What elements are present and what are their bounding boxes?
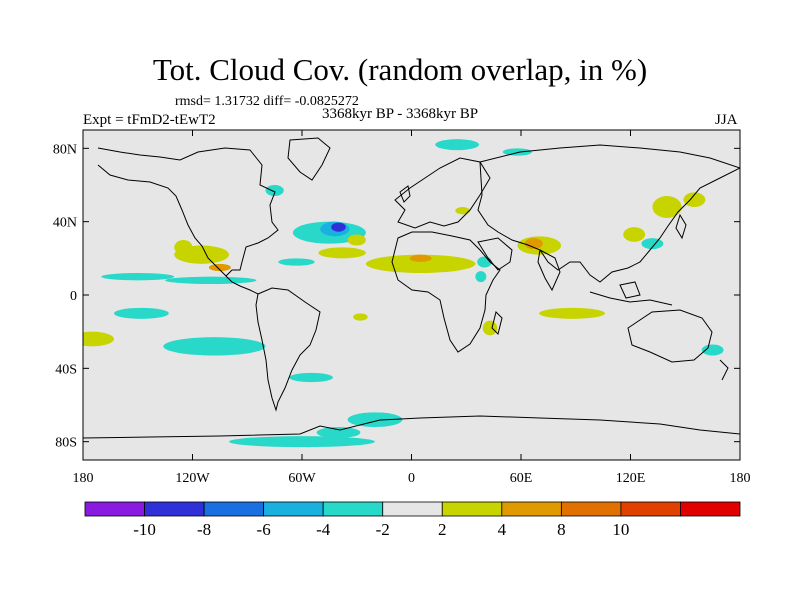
coastline-arabia [477,237,513,271]
colorbar-label: -10 [133,520,156,539]
x-tick-label: 180 [73,471,94,486]
coastline-japan [675,213,687,240]
colorbar-label: -8 [197,520,211,539]
anomaly-region [365,254,476,273]
colorbar-swatch [620,501,681,517]
x-tick-label: 60E [510,471,533,486]
x-tick-label: 120W [175,471,210,486]
anomaly-region [101,273,175,281]
anomaly-region [163,337,266,356]
season-label: JJA [715,112,738,128]
colorbar-swatch [560,501,622,517]
anomaly-region [683,192,706,208]
coastline-borneo [619,281,641,299]
experiment-label: Expt = tFmD2-tEwT2 [83,112,216,128]
coastline-greenland [287,137,331,181]
y-tick-label: 40S [55,362,77,377]
coastline-new-zealand [719,359,729,381]
anomaly-region [475,271,487,283]
anomaly-layer [83,139,724,448]
colorbar-swatch [84,501,145,517]
colorbar-swatch [263,501,324,517]
latitude-axis: 80N 40N 0 40S 80S [53,142,740,451]
colorbar-label: 2 [438,520,447,539]
coastline-indonesia [589,291,673,306]
anomaly-region [331,222,346,232]
anomaly-region [409,254,432,262]
anomaly-region [318,247,366,259]
colorbar-label: -2 [376,520,390,539]
coastline-africa [391,231,501,353]
coastline-north-america [97,147,279,277]
anomaly-region [652,196,682,218]
anomaly-region [165,276,257,285]
colorbar-label: -6 [257,520,271,539]
anomaly-region [83,331,115,347]
colorbar-swatch [680,501,741,517]
x-tick-label: 0 [408,471,415,486]
anomaly-region [455,207,470,215]
x-tick-label: 120E [616,471,646,486]
colorbar-swatch [441,501,503,517]
map-title: Tot. Cloud Cov. (random overlap, in %) [152,52,648,87]
coastline-layer [83,137,740,439]
coastline-europe [394,157,491,229]
colorbar-label: 10 [612,520,629,539]
colorbar-swatch [501,501,562,517]
colorbar-swatch [144,501,205,517]
anomaly-region [289,372,334,383]
y-tick-label: 80N [53,142,77,157]
y-tick-label: 80S [55,436,77,451]
coastline-south-america [255,287,321,412]
colorbar-swatch [322,501,384,517]
longitude-axis: 180 120W 60W 0 60E 120E 180 [73,130,751,486]
colorbar-swatch [203,501,265,517]
anomaly-region [316,427,361,438]
coastline-central-america [225,275,259,295]
coastline-australia [627,309,713,363]
anomaly-region [347,234,366,246]
y-tick-label: 40N [53,216,77,231]
anomaly-region [265,185,284,196]
anomaly-region [229,436,375,448]
anomaly-region [278,258,315,266]
anomaly-region [539,307,605,319]
anomaly-region [114,307,169,319]
anomaly-region [347,412,403,427]
period-label: 3368kyr BP - 3368kyr BP [322,106,479,122]
anomaly-region [701,344,724,356]
anomaly-region [623,227,646,242]
colorbar-swatch [382,501,443,517]
rmsd-diff-stats: rmsd= 1.31732 diff= -0.0825272 [175,94,359,109]
anomaly-region [482,320,498,336]
anomaly-region [174,240,193,255]
colorbar-label: 4 [498,520,507,539]
x-tick-label: 180 [730,471,751,486]
x-tick-label: 60W [288,471,316,486]
coastline-india [537,249,561,292]
colorbar: -10 -8 -6 -4 -2 2 4 8 10 [84,501,741,539]
coastline-antarctica [83,415,740,439]
map-background [83,130,740,460]
y-tick-label: 0 [70,289,77,304]
anomaly-region [208,263,231,272]
colorbar-label: 8 [557,520,566,539]
anomaly-region [502,148,532,156]
colorbar-label: -4 [316,520,331,539]
anomaly-region [353,313,368,321]
anomaly-region [435,139,480,151]
coastline-britain [399,185,411,203]
anomaly-region [524,238,543,250]
coastline-madagascar [491,311,503,335]
coastline-asia [477,144,740,283]
